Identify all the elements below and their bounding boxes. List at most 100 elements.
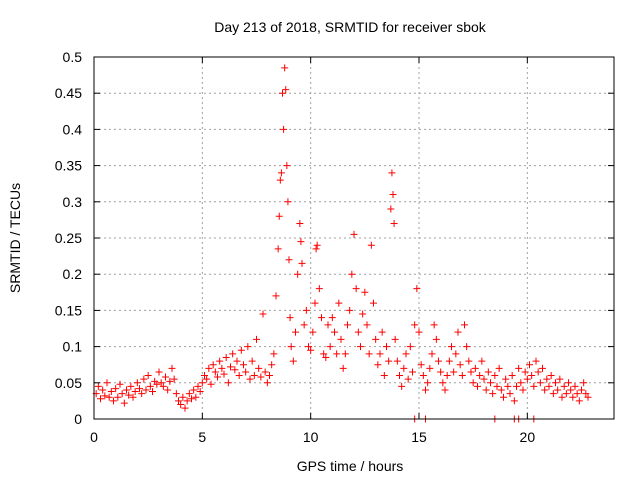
- data-point: [216, 357, 224, 365]
- data-point: [257, 373, 265, 381]
- data-point: [482, 386, 490, 394]
- data-point: [552, 379, 559, 387]
- data-point: [350, 230, 358, 238]
- data-point: [504, 382, 512, 390]
- data-point: [352, 285, 360, 293]
- data-point: [133, 379, 141, 387]
- data-point: [259, 310, 267, 318]
- data-point: [203, 375, 211, 383]
- y-tick-label: 0.05: [55, 375, 82, 391]
- y-tick-label: 0: [74, 411, 82, 427]
- data-point: [255, 364, 263, 372]
- data-point: [315, 285, 323, 293]
- data-point: [311, 299, 319, 307]
- data-point: [231, 366, 239, 374]
- data-point: [376, 350, 384, 358]
- data-point: [556, 375, 564, 383]
- data-point: [404, 375, 412, 383]
- data-point: [487, 379, 494, 387]
- data-point: [388, 169, 396, 177]
- grid: [94, 57, 614, 419]
- data-point: [341, 350, 349, 358]
- data-point: [101, 392, 109, 400]
- data-point: [406, 343, 414, 351]
- data-point: [185, 390, 193, 398]
- data-point: [471, 364, 479, 372]
- data-point: [419, 372, 427, 380]
- data-point: [170, 375, 178, 383]
- data-point: [391, 335, 399, 343]
- data-point: [177, 401, 185, 409]
- data-point: [448, 343, 455, 351]
- data-point: [437, 368, 445, 376]
- data-point: [554, 386, 562, 394]
- data-point: [367, 241, 375, 249]
- data-point: [344, 321, 351, 329]
- y-axis-label: SRMTID / TECUs: [7, 183, 23, 293]
- data-point: [521, 368, 529, 376]
- data-point: [313, 241, 321, 249]
- data-point: [582, 390, 590, 398]
- data-point: [465, 357, 473, 365]
- data-point: [322, 353, 330, 361]
- data-point: [136, 385, 143, 393]
- y-tick-label: 0.35: [55, 158, 82, 174]
- data-point: [575, 397, 583, 405]
- data-point: [567, 386, 575, 394]
- y-tick-label: 0.25: [55, 230, 82, 246]
- data-point: [196, 387, 204, 395]
- data-point: [246, 375, 254, 383]
- y-tick-label: 0.2: [63, 266, 83, 282]
- data-point: [476, 372, 484, 380]
- data-point: [155, 368, 163, 376]
- data-point: [372, 335, 380, 343]
- data-point: [432, 335, 440, 343]
- data-point: [467, 368, 475, 376]
- data-point: [201, 372, 208, 380]
- data-point: [266, 372, 273, 380]
- data-point: [396, 372, 403, 380]
- data-point: [283, 162, 291, 170]
- data-point: [237, 346, 245, 354]
- data-point: [240, 361, 247, 369]
- data-point: [383, 343, 390, 351]
- data-point: [276, 176, 284, 184]
- y-tick-label: 0.4: [63, 121, 83, 137]
- data-point: [578, 386, 585, 394]
- data-point: [235, 372, 243, 380]
- data-point: [415, 328, 423, 336]
- data-point: [513, 382, 520, 390]
- data-point: [510, 397, 518, 405]
- data-point: [534, 368, 542, 376]
- data-point: [354, 328, 362, 336]
- x-tick-label: 0: [90, 429, 98, 445]
- data-point: [543, 375, 551, 383]
- data-point: [302, 306, 310, 314]
- data-point: [422, 386, 429, 394]
- data-point: [211, 368, 219, 376]
- data-point: [324, 321, 332, 329]
- x-tick-label: 15: [411, 429, 427, 445]
- data-point: [562, 390, 570, 398]
- data-point: [435, 357, 442, 365]
- data-point: [277, 169, 285, 177]
- data-point: [287, 343, 295, 351]
- data-point: [307, 346, 315, 354]
- data-point: [456, 361, 464, 369]
- data-point: [424, 379, 432, 387]
- data-point: [491, 372, 499, 380]
- data-point: [248, 357, 256, 365]
- data-point: [452, 350, 460, 358]
- data-point: [123, 386, 130, 394]
- data-point: [426, 364, 434, 372]
- data-point: [120, 399, 128, 407]
- data-point: [131, 387, 139, 395]
- data-point: [545, 382, 553, 390]
- data-point: [359, 310, 367, 318]
- data-point: [94, 382, 102, 390]
- data-point: [298, 259, 306, 267]
- data-point: [114, 393, 122, 401]
- data-point: [335, 299, 343, 307]
- data-point: [270, 350, 278, 358]
- data-point: [508, 372, 516, 380]
